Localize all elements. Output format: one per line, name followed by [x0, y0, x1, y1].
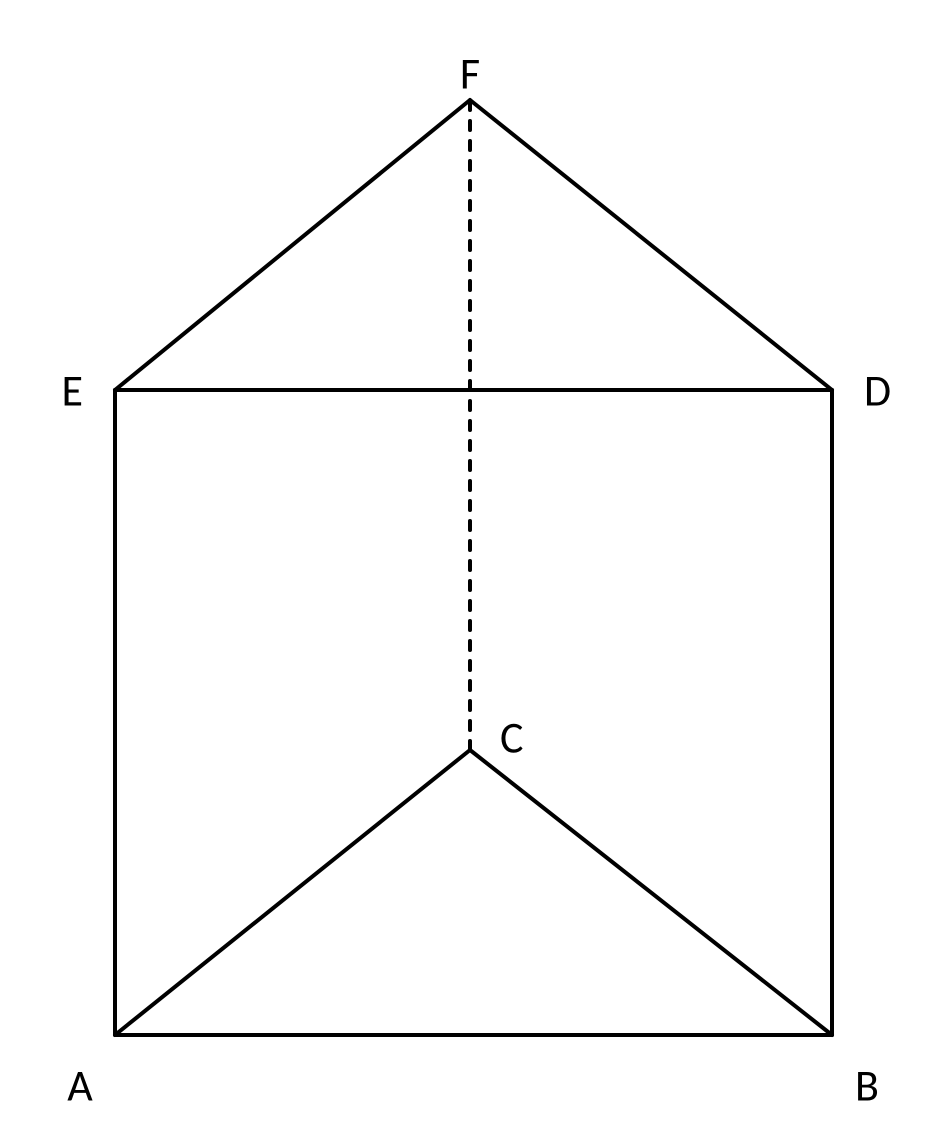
- vertex-label-E: E: [62, 364, 83, 418]
- vertex-label-A: A: [67, 1059, 93, 1113]
- edges-layer: [115, 100, 832, 1035]
- vertex-label-C: C: [500, 711, 523, 765]
- edge-F-E: [115, 100, 470, 390]
- vertex-label-F: F: [460, 47, 480, 101]
- prism-diagram: A B C D E F: [0, 0, 940, 1126]
- edge-C-A: [115, 750, 470, 1035]
- vertex-label-D: D: [864, 364, 891, 418]
- edge-D-F: [470, 100, 832, 390]
- edge-B-C: [470, 750, 832, 1035]
- vertex-label-B: B: [855, 1059, 879, 1113]
- labels-layer: A B C D E F: [62, 47, 892, 1113]
